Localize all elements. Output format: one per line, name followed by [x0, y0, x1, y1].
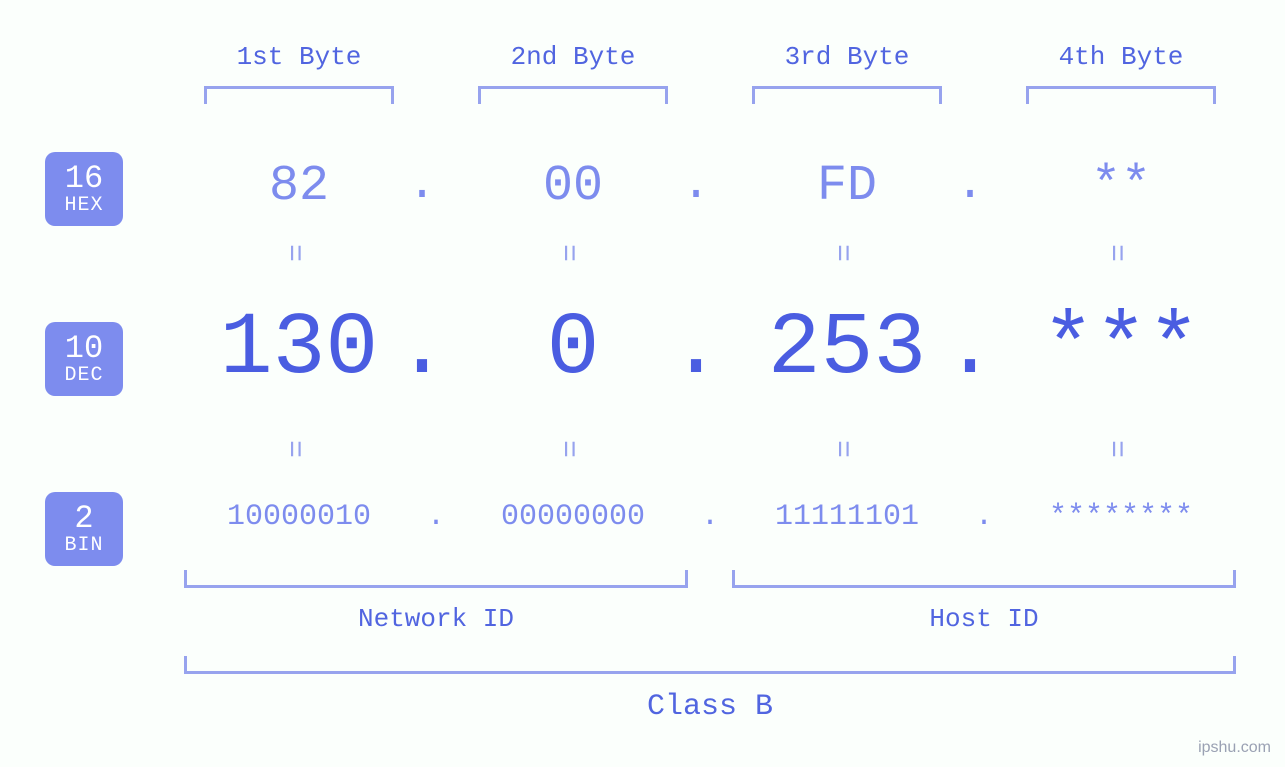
bracket-network — [184, 570, 688, 588]
bin-dot-1: . — [418, 500, 454, 534]
label-network: Network ID — [184, 604, 688, 634]
eq-1-3: = — [824, 244, 858, 262]
eq-2-3: = — [824, 440, 858, 458]
ip-diagram: 1st Byte 2nd Byte 3rd Byte 4th Byte 16 H… — [0, 0, 1285, 767]
byte-header-1: 1st Byte — [184, 42, 414, 72]
eq-1-1: = — [276, 244, 310, 262]
dec-byte-1: 130 — [184, 300, 414, 399]
label-class: Class B — [184, 690, 1236, 724]
dec-dot-3: . — [942, 300, 998, 399]
watermark: ipshu.com — [1198, 739, 1271, 757]
eq-1-2: = — [550, 244, 584, 262]
dec-byte-2: 0 — [458, 300, 688, 399]
label-host: Host ID — [732, 604, 1236, 634]
bracket-top-3 — [752, 86, 942, 104]
badge-bin-txt: BIN — [64, 535, 103, 556]
hex-byte-2: 00 — [458, 158, 688, 215]
bracket-class — [184, 656, 1236, 674]
hex-dot-2: . — [674, 158, 718, 212]
bin-byte-1: 10000010 — [159, 500, 439, 534]
badge-hex: 16 HEX — [45, 152, 123, 226]
bin-dot-2: . — [692, 500, 728, 534]
badge-dec: 10 DEC — [45, 322, 123, 396]
hex-byte-1: 82 — [184, 158, 414, 215]
dec-dot-1: . — [394, 300, 450, 399]
badge-bin-num: 2 — [74, 502, 93, 536]
eq-2-2: = — [550, 440, 584, 458]
badge-bin: 2 BIN — [45, 492, 123, 566]
bracket-top-2 — [478, 86, 668, 104]
bin-dot-3: . — [966, 500, 1002, 534]
bracket-top-4 — [1026, 86, 1216, 104]
badge-dec-num: 10 — [65, 332, 103, 366]
hex-dot-1: . — [400, 158, 444, 212]
byte-header-3: 3rd Byte — [732, 42, 962, 72]
byte-header-4: 4th Byte — [1006, 42, 1236, 72]
bin-byte-4: ******** — [981, 500, 1261, 534]
bin-byte-2: 00000000 — [433, 500, 713, 534]
eq-2-1: = — [276, 440, 310, 458]
badge-hex-num: 16 — [65, 162, 103, 196]
eq-2-4: = — [1098, 440, 1132, 458]
dec-dot-2: . — [668, 300, 724, 399]
byte-header-2: 2nd Byte — [458, 42, 688, 72]
eq-1-4: = — [1098, 244, 1132, 262]
hex-byte-3: FD — [732, 158, 962, 215]
dec-byte-3: 253 — [732, 300, 962, 399]
bracket-host — [732, 570, 1236, 588]
dec-byte-4: *** — [1006, 300, 1236, 399]
hex-dot-3: . — [948, 158, 992, 212]
badge-hex-txt: HEX — [64, 195, 103, 216]
bin-byte-3: 11111101 — [707, 500, 987, 534]
hex-byte-4: ** — [1006, 158, 1236, 215]
badge-dec-txt: DEC — [64, 365, 103, 386]
bracket-top-1 — [204, 86, 394, 104]
